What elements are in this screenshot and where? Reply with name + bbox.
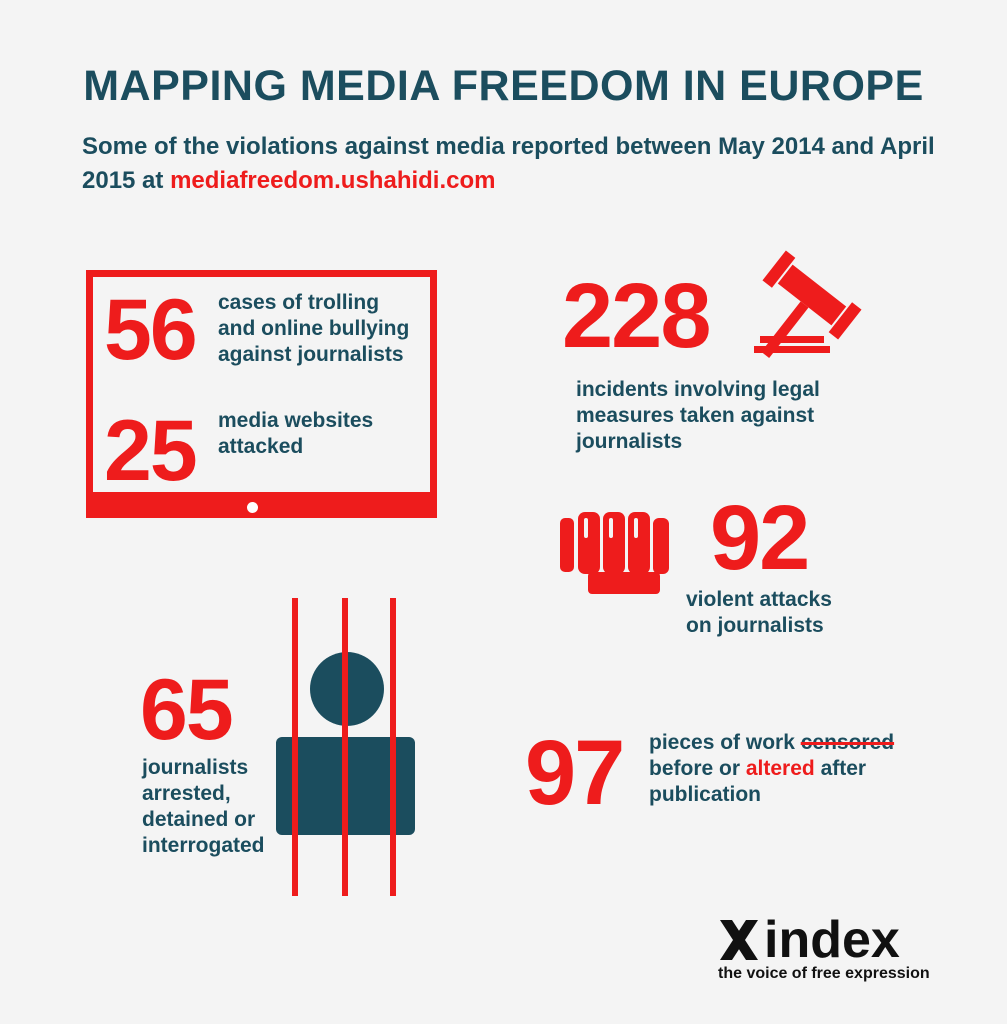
stat-arrested-label: journalists arrested, detained or interr… [142,755,265,859]
stat-trolling-line: against journalists [218,343,404,366]
stat-legal-line: journalists [576,430,683,453]
stat-violent-number: 92 [710,487,810,589]
stat-arrested-line: arrested, [142,782,231,805]
gavel-icon [754,250,862,358]
stat-arrested-line: interrogated [142,834,265,857]
logo-tagline: the voice of free expression [718,965,930,982]
page-subtitle: Some of the violations against media rep… [82,130,962,198]
stat-legal-line: incidents involving legal [576,378,820,401]
stat-websites-line: attacked [218,435,304,458]
censored-struck-word: censored [800,731,895,754]
fist-icon [560,512,669,594]
stat-trolling-line: cases of trolling [218,291,380,314]
stat-trolling-line: and online bullying [218,317,410,340]
stat-censored-line: publication [649,783,761,806]
stat-violent-line: violent attacks [686,588,832,611]
stat-arrested-line: detained or [142,808,256,831]
stat-legal-label: incidents involving legal measures taken… [576,377,820,455]
prison-bar [390,598,396,896]
stat-violent-label: violent attacks on journalists [686,587,832,639]
stat-legal-number: 228 [562,265,711,367]
page-title: MAPPING MEDIA FREEDOM IN EUROPE [83,62,924,110]
source-link[interactable]: mediafreedom.ushahidi.com [170,167,496,194]
monitor-power-dot [247,502,258,513]
subtitle-text: Some of the violations against media rep… [82,133,935,194]
monitor-icon [86,270,437,518]
censored-line2-prefix: before or [649,757,746,780]
stat-censored-line: pieces of work censored [649,730,894,756]
stat-violent-line: on journalists [686,614,824,637]
stat-censored-line: before or altered after [649,756,894,782]
index-x-logo [720,920,758,960]
stat-censored-label: pieces of work censored before or altere… [649,730,894,808]
stat-legal-line: measures taken against [576,404,815,427]
censored-line2-suffix: after [814,757,867,780]
stat-censored-number: 97 [525,722,625,824]
prison-bar [292,598,298,896]
stat-trolling-label: cases of trolling and online bullying ag… [218,290,409,368]
censored-highlight-word: altered [745,757,815,780]
stat-websites-number: 25 [104,403,198,499]
stat-websites-line: media websites [218,409,374,432]
stat-websites-label: media websites attacked [218,408,373,460]
prison-bar [342,598,348,896]
stat-arrested-line: journalists [142,756,249,779]
stat-arrested-number: 65 [140,662,234,758]
stat-trolling-number: 56 [104,282,198,378]
logo-name: index [764,911,900,969]
censored-prefix: pieces of work [649,731,801,754]
